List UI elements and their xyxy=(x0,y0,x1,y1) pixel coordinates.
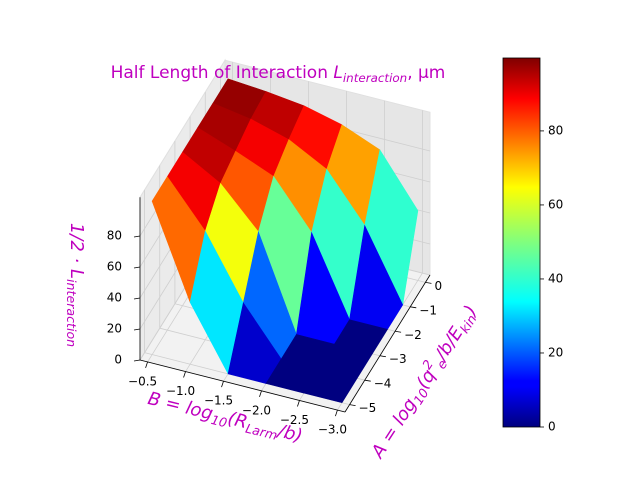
label-part: L xyxy=(333,63,342,83)
x-tick-label: −2.0 xyxy=(242,403,271,417)
x-tick xyxy=(335,409,338,417)
x-tick-label: −3.0 xyxy=(318,423,347,437)
surface-patch xyxy=(303,368,358,404)
label-part: , μm xyxy=(407,63,445,83)
y-tick-label: −5 xyxy=(359,401,377,415)
z-tick xyxy=(133,266,141,269)
y-axis-line xyxy=(344,274,431,413)
label-part: interaction xyxy=(343,71,407,85)
label-part: 10 xyxy=(410,385,431,407)
colorbar-tick-label: 40 xyxy=(548,271,563,285)
x-tick xyxy=(183,371,186,378)
y-tick-label: −3 xyxy=(389,352,407,366)
x-tick xyxy=(259,390,262,397)
colorbar-tick-label: 60 xyxy=(548,197,563,211)
y-tick-label: −1 xyxy=(419,303,437,317)
z-tick xyxy=(133,359,141,362)
surface xyxy=(151,78,419,404)
z-tick xyxy=(133,297,141,300)
z-tick-label: 20 xyxy=(107,322,122,336)
y-tick xyxy=(425,281,432,284)
y-tick-label: 0 xyxy=(434,279,442,293)
z-tick-label: 80 xyxy=(107,229,122,243)
z-tick xyxy=(133,235,141,238)
colorbar xyxy=(502,57,541,428)
z-tick-label: 0 xyxy=(114,353,122,367)
colorbar-tick-label: 20 xyxy=(548,345,563,359)
colorbar-tick-label: 80 xyxy=(548,123,563,137)
z-tick-label: 60 xyxy=(107,260,122,274)
label-part: interaction xyxy=(65,279,80,347)
colorbar-tick-label: 0 xyxy=(548,420,556,434)
x-tick xyxy=(297,400,300,407)
y-tick-label: −2 xyxy=(404,328,422,342)
y-tick xyxy=(349,404,356,407)
x-tick-label: −0.5 xyxy=(128,374,157,388)
y-tick xyxy=(410,306,417,309)
x-tick-label: −2.5 xyxy=(280,413,309,427)
colorbar-ticks: 0 20 40 60 80 xyxy=(540,123,563,434)
ticks: −0.5 −1.0 −1.5 −2.0 −2.5 −3.0 −5 −4 −3 −2 −1 0 0 20 40… xyxy=(107,197,442,437)
label-part: Larm xyxy=(244,420,279,442)
label-part: 10 xyxy=(210,411,229,429)
chart-title: Half Length of Interaction Linteraction,… xyxy=(111,63,446,85)
label-part: 1/2 · L xyxy=(66,223,87,279)
x-tick-label: −1.0 xyxy=(166,384,195,398)
y-tick xyxy=(395,330,402,333)
x-axis-line xyxy=(139,359,346,413)
z-tick xyxy=(133,328,141,331)
label-part: Half Length of Interaction xyxy=(111,63,334,83)
x-tick-label: −1.5 xyxy=(204,394,233,408)
x-tick xyxy=(145,361,148,369)
y-tick xyxy=(379,355,386,358)
z-axis-label: 1/2 · Linteraction xyxy=(65,223,88,347)
y-tick-label: −4 xyxy=(374,377,392,391)
z-tick-label: 40 xyxy=(107,291,122,305)
y-tick xyxy=(364,379,371,382)
x-tick xyxy=(221,381,224,388)
